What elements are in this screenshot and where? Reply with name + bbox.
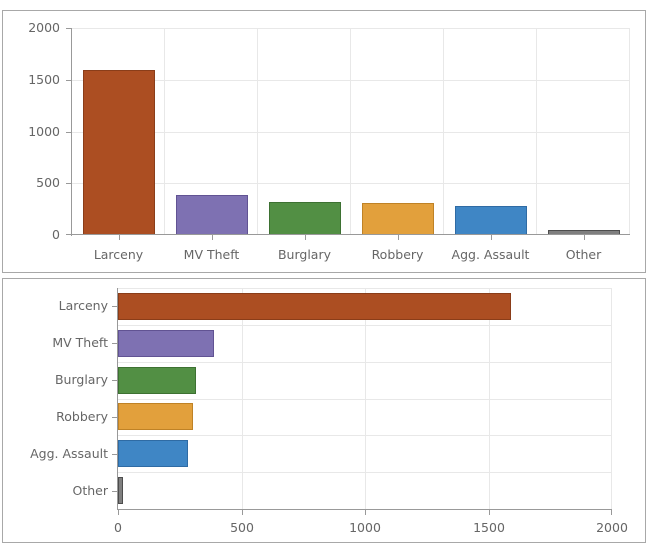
bar-robbery (118, 403, 193, 430)
gridline (72, 28, 630, 29)
category-label: Robbery (371, 247, 424, 262)
bar-agg-assault (118, 440, 188, 467)
gridline (118, 399, 612, 400)
gridline (118, 435, 612, 436)
x-tick-mark (118, 510, 119, 515)
x-tick-mark (212, 235, 213, 240)
y-tick-mark (112, 306, 117, 307)
x-tick-mark (489, 510, 490, 515)
gridline (72, 132, 630, 133)
y-tick-mark (112, 343, 117, 344)
gridline (242, 288, 243, 509)
x-tick-label: 1500 (473, 520, 505, 535)
gridline (257, 28, 258, 235)
x-tick-mark (242, 510, 243, 515)
gridline (72, 183, 630, 184)
x-axis (71, 234, 630, 235)
bar-larceny (83, 70, 155, 235)
gridline (118, 362, 612, 363)
gridline (489, 288, 490, 509)
y-tick-mark (66, 80, 71, 81)
bar-mv-theft (176, 195, 248, 235)
x-tick-label: 1000 (349, 520, 381, 535)
bar-robbery (362, 203, 434, 235)
gridline (164, 28, 165, 235)
y-axis (71, 28, 72, 236)
gridline (118, 325, 612, 326)
bar-mv-theft (118, 330, 214, 357)
category-label: MV Theft (183, 247, 240, 262)
category-label: Larceny (93, 247, 144, 262)
y-tick-label: 0 (52, 227, 60, 242)
x-axis (117, 509, 612, 510)
y-tick-mark (66, 132, 71, 133)
y-tick-mark (112, 380, 117, 381)
x-tick-label: 2000 (596, 520, 628, 535)
y-tick-label: 1000 (28, 124, 60, 139)
bar-burglary (118, 367, 196, 394)
x-tick-mark (305, 235, 306, 240)
y-tick-mark (66, 183, 71, 184)
category-label: Agg. Assault (30, 446, 108, 461)
x-tick-mark (491, 235, 492, 240)
bar-other (118, 477, 123, 504)
gridline (118, 472, 612, 473)
category-label: Burglary (277, 247, 332, 262)
gridline (443, 28, 444, 235)
y-tick-mark (66, 28, 71, 29)
category-label: Robbery (56, 409, 108, 424)
x-tick-mark (584, 235, 585, 240)
gridline (118, 288, 612, 289)
category-label: Other (72, 483, 109, 498)
bar-agg-assault (455, 206, 527, 235)
category-label: MV Theft (52, 335, 108, 350)
y-tick-mark (66, 234, 71, 235)
y-axis (117, 288, 118, 510)
bar-burglary (269, 202, 341, 235)
x-tick-mark (119, 235, 120, 240)
x-tick-label: 0 (114, 520, 122, 535)
y-tick-label: 500 (36, 175, 60, 190)
gridline (365, 288, 366, 509)
y-tick-label: 2000 (28, 20, 60, 35)
x-tick-mark (398, 235, 399, 240)
y-tick-mark (112, 491, 117, 492)
y-tick-mark (112, 417, 117, 418)
gridline (611, 288, 612, 509)
gridline (536, 28, 537, 235)
y-tick-mark (112, 454, 117, 455)
category-label: Agg. Assault (451, 247, 530, 262)
gridline (629, 28, 630, 235)
y-tick-label: 1500 (28, 72, 60, 87)
x-tick-mark (365, 510, 366, 515)
gridline (350, 28, 351, 235)
x-tick-label: 500 (230, 520, 254, 535)
x-tick-mark (611, 510, 612, 515)
horizontal-bar-chart-plot-area: Larceny MV Theft Burglary Robbery Agg. Assau… (30, 288, 628, 535)
vertical-bar-chart-plot-area: 0 500 1000 1500 2000 Larceny MV Theft Burglary R… (28, 20, 630, 262)
category-label: Burglary (54, 372, 108, 387)
category-label: Larceny (58, 298, 108, 313)
category-label: Other (565, 247, 602, 262)
gridline (72, 80, 630, 81)
horizontal-bar-chart-panel: Larceny MV Theft Burglary Robbery Agg. Assau… (2, 278, 646, 543)
bar-larceny (118, 293, 511, 320)
vertical-bar-chart-panel: 0 500 1000 1500 2000 Larceny MV Theft Burglary R… (2, 10, 646, 273)
